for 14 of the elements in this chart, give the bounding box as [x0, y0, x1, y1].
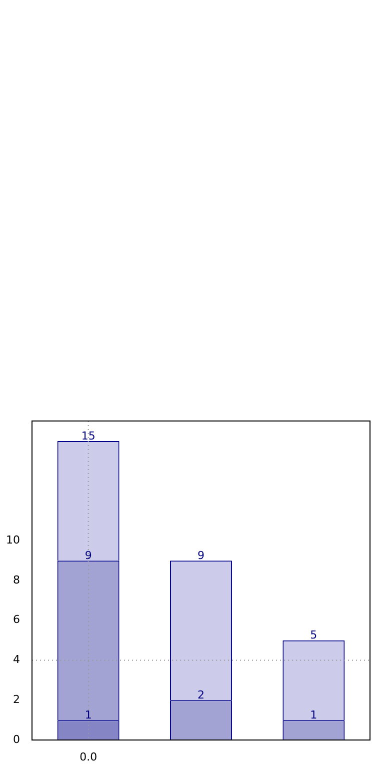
- total-label: 5: [310, 628, 318, 642]
- y-tick-label: 4: [12, 653, 20, 666]
- y-tick-label: 0: [12, 732, 20, 746]
- total-label: 9: [198, 548, 204, 562]
- y-tick-label: 8: [12, 573, 20, 586]
- y-tick-label: 10: [6, 533, 20, 546]
- data-label: 1: [310, 708, 318, 722]
- annotation: 9: [84, 548, 92, 562]
- data-label: 1: [84, 708, 92, 722]
- y-tick-label: 2: [12, 692, 20, 706]
- x-tick-label: 0.0: [80, 750, 98, 764]
- data-label: 2: [198, 688, 204, 702]
- y-tick-label: 6: [12, 613, 20, 626]
- total-label: 15: [81, 429, 96, 442]
